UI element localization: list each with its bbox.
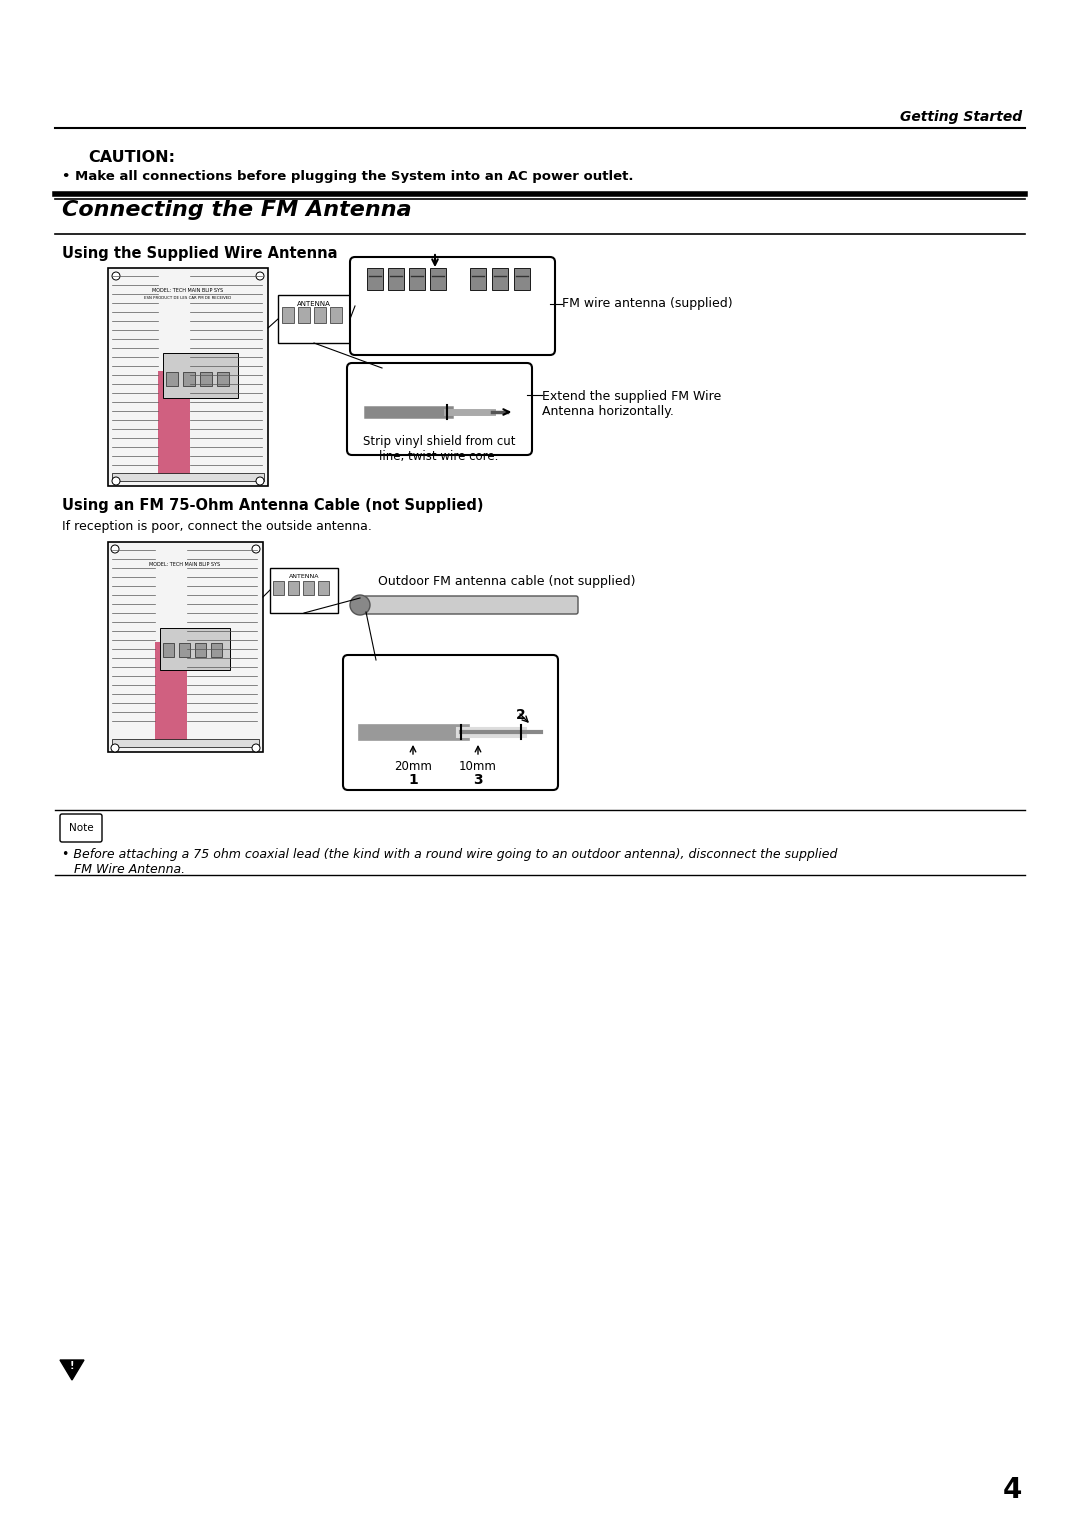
- Circle shape: [252, 744, 260, 752]
- Bar: [492, 267, 508, 290]
- Text: !: !: [70, 1361, 75, 1371]
- Text: ESN PRODUCT DE LES CAR PM DE RECEIVED: ESN PRODUCT DE LES CAR PM DE RECEIVED: [145, 296, 231, 299]
- Circle shape: [350, 594, 370, 614]
- Bar: [318, 581, 329, 594]
- Text: Strip vinyl shield from cut
line, twist wire core.: Strip vinyl shield from cut line, twist …: [363, 435, 515, 463]
- FancyBboxPatch shape: [347, 364, 532, 455]
- Text: 1: 1: [408, 773, 418, 787]
- Bar: [514, 267, 530, 290]
- Circle shape: [112, 477, 120, 484]
- Text: 2: 2: [516, 707, 526, 723]
- FancyBboxPatch shape: [108, 542, 264, 752]
- Bar: [163, 643, 174, 657]
- FancyBboxPatch shape: [350, 257, 555, 354]
- Bar: [112, 740, 259, 747]
- Circle shape: [256, 477, 264, 484]
- Circle shape: [252, 545, 260, 553]
- Bar: [200, 371, 212, 387]
- Bar: [470, 267, 486, 290]
- Text: ANTENNA: ANTENNA: [288, 575, 320, 579]
- Bar: [163, 353, 238, 397]
- Bar: [211, 643, 222, 657]
- Text: Connecting the FM Antenna: Connecting the FM Antenna: [62, 200, 411, 220]
- Bar: [166, 371, 178, 387]
- Polygon shape: [60, 1360, 84, 1380]
- Bar: [388, 267, 404, 290]
- Text: 3: 3: [473, 773, 483, 787]
- Bar: [330, 307, 342, 322]
- FancyBboxPatch shape: [278, 295, 350, 342]
- Circle shape: [111, 545, 119, 553]
- Circle shape: [256, 272, 264, 280]
- Bar: [156, 642, 187, 743]
- Bar: [195, 643, 206, 657]
- Text: • Make all connections before plugging the System into an AC power outlet.: • Make all connections before plugging t…: [62, 170, 634, 183]
- Text: 4: 4: [1002, 1476, 1022, 1504]
- Circle shape: [112, 272, 120, 280]
- Text: MODEL: TECH MAIN BLIP SYS: MODEL: TECH MAIN BLIP SYS: [149, 562, 220, 567]
- Bar: [303, 581, 314, 594]
- Bar: [158, 371, 190, 477]
- Text: Getting Started: Getting Started: [900, 110, 1022, 124]
- Bar: [288, 581, 299, 594]
- FancyBboxPatch shape: [364, 596, 578, 614]
- Circle shape: [111, 744, 119, 752]
- Bar: [112, 474, 264, 481]
- Text: 20mm: 20mm: [394, 759, 432, 773]
- Bar: [217, 371, 229, 387]
- Bar: [273, 581, 284, 594]
- Bar: [367, 267, 383, 290]
- Text: FM wire antenna (supplied): FM wire antenna (supplied): [562, 298, 732, 310]
- Bar: [282, 307, 294, 322]
- Bar: [409, 267, 426, 290]
- FancyBboxPatch shape: [108, 267, 268, 486]
- Bar: [430, 267, 446, 290]
- Text: • Before attaching a 75 ohm coaxial lead (the kind with a round wire going to an: • Before attaching a 75 ohm coaxial lead…: [62, 848, 837, 876]
- Text: CAUTION:: CAUTION:: [87, 150, 175, 165]
- Text: ANTENNA: ANTENNA: [297, 301, 330, 307]
- FancyBboxPatch shape: [270, 568, 338, 613]
- Text: MODEL: TECH MAIN BLIP SYS: MODEL: TECH MAIN BLIP SYS: [152, 287, 224, 293]
- Text: 10mm: 10mm: [459, 759, 497, 773]
- Bar: [314, 307, 326, 322]
- Text: Note: Note: [69, 824, 93, 833]
- Text: If reception is poor, connect the outside antenna.: If reception is poor, connect the outsid…: [62, 520, 372, 533]
- Text: Outdoor FM antenna cable (not supplied): Outdoor FM antenna cable (not supplied): [378, 575, 635, 588]
- FancyBboxPatch shape: [343, 656, 558, 790]
- Text: Extend the supplied FM Wire
Antenna horizontally.: Extend the supplied FM Wire Antenna hori…: [542, 390, 721, 419]
- Bar: [160, 628, 230, 669]
- Bar: [298, 307, 310, 322]
- Text: Using the Supplied Wire Antenna: Using the Supplied Wire Antenna: [62, 246, 337, 261]
- FancyBboxPatch shape: [60, 814, 102, 842]
- Bar: [179, 643, 190, 657]
- Bar: [183, 371, 195, 387]
- Text: Using an FM 75-Ohm Antenna Cable (not Supplied): Using an FM 75-Ohm Antenna Cable (not Su…: [62, 498, 484, 513]
